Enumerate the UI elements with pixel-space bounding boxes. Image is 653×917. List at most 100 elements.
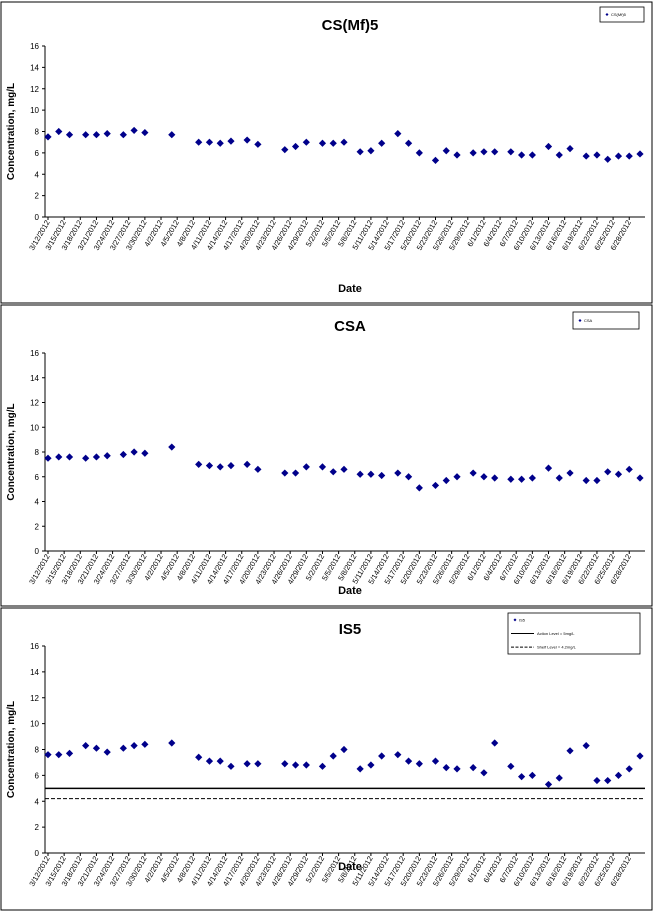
data-point <box>528 771 536 779</box>
data-point <box>119 450 127 459</box>
data-point <box>55 453 63 461</box>
legend: CSA <box>572 311 640 330</box>
data-point <box>65 749 74 757</box>
data-point <box>318 463 327 471</box>
y-tick-label: 16 <box>30 642 39 651</box>
data-point <box>625 765 633 773</box>
data-point <box>281 760 289 768</box>
data-point <box>92 131 101 139</box>
x-axis-label: Date <box>338 283 362 295</box>
data-point <box>44 751 52 759</box>
data-point <box>555 774 563 782</box>
data-point <box>367 147 375 155</box>
data-point <box>216 757 224 765</box>
data-point <box>243 460 251 468</box>
data-point <box>469 149 477 157</box>
data-point <box>119 131 127 139</box>
data-point <box>82 454 90 462</box>
data-point <box>604 468 612 476</box>
data-point <box>544 142 553 151</box>
data-point <box>356 148 364 156</box>
y-tick-label: 4 <box>35 498 40 507</box>
data-point <box>528 151 536 159</box>
data-point <box>254 140 262 148</box>
y-tick-label: 14 <box>30 63 39 72</box>
data-point <box>415 484 423 492</box>
data-point <box>469 469 477 477</box>
data-point <box>227 762 235 770</box>
x-axis-label: Date <box>338 585 362 597</box>
data-point <box>636 474 644 482</box>
data-point <box>431 757 440 765</box>
legend-marker <box>605 13 609 16</box>
data-point <box>340 745 348 754</box>
data-point <box>582 152 590 160</box>
data-point <box>44 133 52 141</box>
data-point <box>205 462 214 470</box>
data-point <box>141 128 149 137</box>
data-point <box>195 753 203 761</box>
data-point <box>442 147 450 155</box>
data-point <box>356 470 364 478</box>
data-point <box>227 137 235 145</box>
y-tick-label: 10 <box>30 106 39 115</box>
data-point <box>431 156 440 164</box>
data-point <box>404 757 413 765</box>
data-point <box>103 452 111 460</box>
data-point <box>604 155 612 163</box>
data-point <box>318 139 327 147</box>
data-point <box>329 139 337 147</box>
y-tick-label: 16 <box>30 349 39 358</box>
data-point <box>566 747 574 755</box>
data-point <box>480 148 488 156</box>
data-point <box>302 138 310 146</box>
y-tick-label: 6 <box>35 473 40 482</box>
data-point <box>243 760 251 768</box>
y-tick-label: 2 <box>35 823 40 832</box>
data-point <box>130 742 138 750</box>
data-point <box>302 761 310 769</box>
data-point <box>195 460 203 468</box>
data-point <box>555 474 563 482</box>
legend-label: Shelf Level = 4.2mg/L <box>537 645 577 650</box>
y-tick-label: 8 <box>35 128 40 137</box>
legend-label: IS5 <box>519 617 526 622</box>
y-tick-label: 2 <box>35 522 40 531</box>
data-point <box>491 739 499 747</box>
data-point <box>141 449 149 457</box>
data-point <box>566 469 574 477</box>
y-tick-label: 10 <box>30 720 39 729</box>
data-point <box>604 776 612 785</box>
data-point <box>205 757 214 765</box>
legend-box <box>599 6 645 23</box>
y-tick-label: 0 <box>35 849 40 858</box>
data-point <box>65 131 74 139</box>
y-tick-label: 4 <box>35 797 40 806</box>
data-point <box>394 130 402 138</box>
data-point <box>281 469 289 477</box>
data-point <box>593 151 601 159</box>
x-axis-label: Date <box>338 861 362 873</box>
data-point <box>141 740 149 748</box>
legend-marker <box>578 319 582 322</box>
y-tick-label: 6 <box>35 149 40 158</box>
data-point <box>518 151 526 159</box>
data-point <box>378 139 386 147</box>
data-point <box>302 463 310 471</box>
data-point <box>625 465 633 473</box>
data-point <box>469 764 477 772</box>
data-point <box>453 151 461 159</box>
data-point <box>65 453 74 461</box>
chart-title: IS5 <box>339 621 362 638</box>
data-point <box>103 748 111 756</box>
data-point <box>442 476 450 485</box>
data-point <box>582 742 590 750</box>
data-point <box>442 764 450 772</box>
data-point <box>291 761 300 769</box>
data-point <box>431 481 440 490</box>
data-point <box>291 142 300 151</box>
data-point <box>453 765 461 773</box>
data-point <box>453 473 461 481</box>
